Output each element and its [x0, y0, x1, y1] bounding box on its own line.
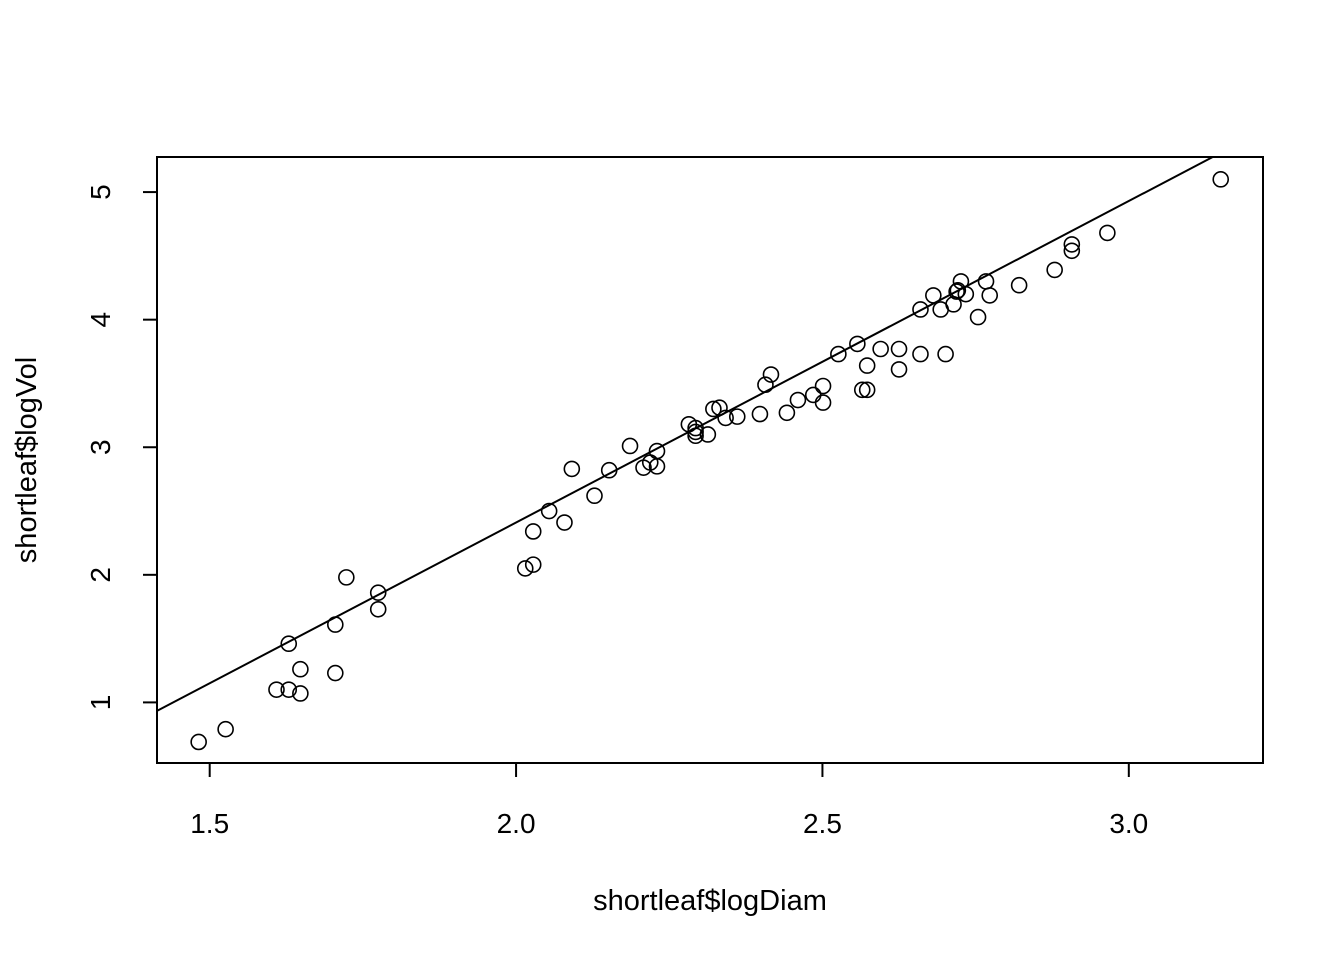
data-point [338, 569, 355, 586]
data-point [849, 335, 866, 353]
x-tick-label: 2.5 [803, 808, 842, 839]
data-point [556, 514, 573, 531]
data-point [804, 386, 822, 404]
data-point [948, 283, 965, 300]
data-point [292, 685, 309, 702]
data-point [728, 408, 746, 425]
data-point [853, 381, 871, 399]
data-point [890, 361, 908, 378]
data-point [217, 720, 234, 738]
data-point [751, 405, 769, 423]
data-point [292, 660, 309, 678]
y-tick-label: 3 [85, 439, 116, 455]
data-point [1099, 224, 1116, 242]
data-point [190, 733, 207, 751]
data-point [762, 366, 780, 383]
regression-line [156, 156, 1214, 712]
data-point [890, 340, 908, 358]
data-point [369, 600, 387, 618]
data-point [912, 345, 929, 363]
data-point [814, 377, 832, 395]
data-point [814, 394, 832, 411]
x-tick-label: 3.0 [1109, 808, 1148, 839]
data-point [969, 308, 987, 326]
data-point [280, 681, 298, 698]
data-point [872, 340, 889, 358]
data-point [912, 301, 929, 318]
data-point [705, 400, 722, 418]
points-layer [190, 171, 1230, 751]
data-point [981, 287, 999, 304]
data-point [699, 426, 717, 443]
data-point [1063, 236, 1081, 253]
plot-frame [156, 156, 1264, 764]
data-point [648, 442, 666, 460]
data-point [621, 437, 639, 455]
data-point [586, 487, 603, 505]
data-point [524, 523, 542, 540]
data-point [1063, 242, 1081, 260]
data-point [937, 345, 954, 363]
data-point [280, 635, 298, 653]
data-point [858, 381, 876, 399]
x-axis: 1.5 2.0 2.5 3.0 [190, 763, 1148, 839]
y-tick-label: 5 [85, 184, 116, 200]
y-axis-title: shortleaf$logVol [11, 357, 43, 563]
data-point [268, 681, 285, 698]
data-point [789, 391, 807, 409]
data-point [369, 584, 387, 601]
x-axis-title: shortleaf$logDiam [593, 885, 827, 917]
data-point [717, 409, 734, 427]
data-point [858, 357, 876, 374]
data-point [830, 345, 847, 363]
y-axis: 1 2 3 4 5 [85, 184, 157, 710]
data-point [1212, 171, 1230, 188]
data-point [516, 560, 534, 577]
data-point [949, 282, 967, 299]
y-tick-label: 2 [85, 567, 116, 583]
data-point [778, 404, 796, 422]
data-point [327, 664, 344, 682]
data-point [563, 460, 581, 478]
y-tick-label: 1 [85, 695, 116, 711]
y-tick-label: 4 [85, 312, 116, 328]
data-point [540, 502, 558, 520]
x-tick-label: 2.0 [497, 808, 536, 839]
data-point [524, 556, 542, 573]
data-point [1046, 261, 1063, 279]
x-tick-label: 1.5 [190, 808, 229, 839]
data-point [1010, 276, 1028, 294]
